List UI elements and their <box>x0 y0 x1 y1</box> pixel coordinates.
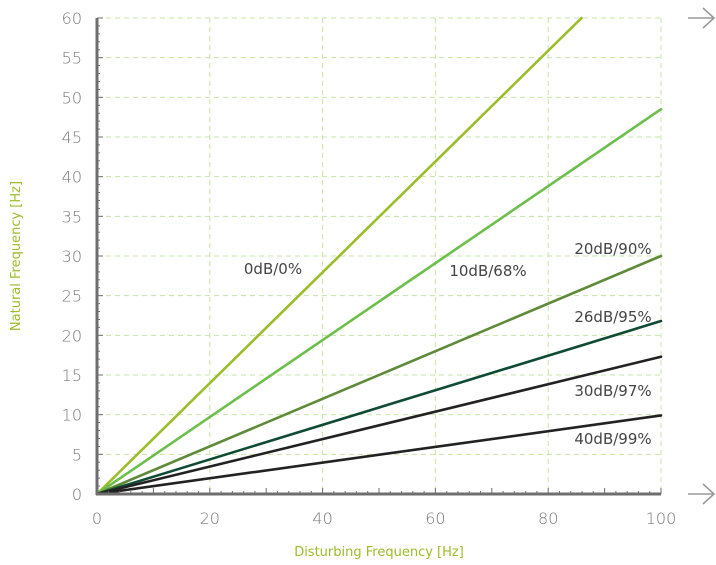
x-tick-label: 20 <box>200 509 220 528</box>
y-tick-label: 30 <box>62 247 82 266</box>
x-axis-title: Disturbing Frequency [Hz] <box>294 545 464 560</box>
y-tick-label: 40 <box>62 168 82 187</box>
series-lines <box>95 16 663 496</box>
y-tick-label: 5 <box>72 445 82 464</box>
series-label: 0dB/0% <box>244 260 302 278</box>
series-line <box>95 107 663 496</box>
y-tick-label: 45 <box>62 128 82 147</box>
grid <box>97 17 662 494</box>
x-tick-label: 80 <box>538 509 558 528</box>
x-tick-label: 40 <box>312 509 332 528</box>
y-tick-label: 55 <box>62 49 82 68</box>
series-line <box>95 355 663 496</box>
y-tick-label: 0 <box>72 485 82 504</box>
y-tick-label: 25 <box>62 287 82 306</box>
axes <box>95 17 662 496</box>
series-line <box>95 16 583 496</box>
y-tick-label: 50 <box>62 88 82 107</box>
y-tick-label: 60 <box>62 9 82 28</box>
right-arrow-icon <box>688 7 716 29</box>
x-tick-label: 100 <box>646 509 677 528</box>
series-line <box>95 319 663 496</box>
x-tick-label: 0 <box>92 509 102 528</box>
tick-labels: 0 20 40 60 80 100 0 5 10 15 20 25 30 35 40 45 50 55 60 <box>62 9 677 528</box>
series-label: 40dB/99% <box>574 430 651 448</box>
x-tick-label: 60 <box>425 509 445 528</box>
series-line <box>95 254 663 496</box>
series-line <box>95 414 663 496</box>
y-tick-label: 35 <box>62 207 82 226</box>
series-label: 20dB/90% <box>574 240 651 258</box>
series-label: 26dB/95% <box>574 308 651 326</box>
y-tick-label: 15 <box>62 366 82 385</box>
right-arrow-icon <box>688 483 716 505</box>
y-tick-label: 20 <box>62 326 82 345</box>
series-label: 10dB/68% <box>449 262 526 280</box>
y-tick-label: 10 <box>62 406 82 425</box>
y-axis-title: Natural Frequency [Hz] <box>9 181 24 331</box>
series-label: 30dB/97% <box>574 382 651 400</box>
series-labels: 0dB/0% 10dB/68% 20dB/90% 26dB/95% 30dB/97% 40… <box>244 240 652 448</box>
